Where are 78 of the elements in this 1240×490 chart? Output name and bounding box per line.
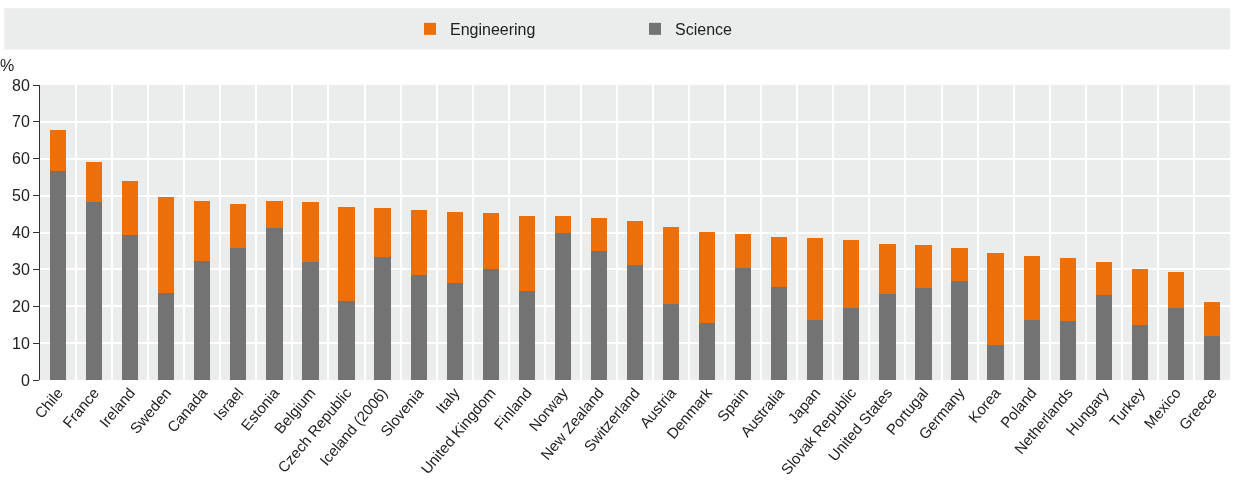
bar (951, 281, 968, 380)
bar (1131, 325, 1148, 380)
bar (518, 215, 535, 291)
bar (374, 208, 391, 258)
bar (1203, 336, 1221, 380)
bar (158, 292, 175, 380)
bar (843, 239, 860, 309)
y-tick-label: 30 (12, 260, 30, 278)
bar (49, 130, 67, 171)
bar (915, 288, 932, 380)
bar (122, 181, 139, 236)
bar (302, 201, 319, 262)
bar (590, 218, 608, 252)
bar (662, 304, 680, 380)
bar (699, 232, 716, 324)
bar (1023, 319, 1040, 380)
legend-label: Science (675, 21, 733, 39)
y-tick-label: 60 (12, 150, 30, 168)
bar (1059, 257, 1076, 322)
bar (662, 227, 680, 305)
bar (446, 212, 463, 284)
bar (879, 294, 896, 380)
bar (1095, 295, 1112, 380)
bar (518, 290, 535, 380)
y-tick-label: 80 (12, 76, 30, 94)
bar (85, 202, 103, 380)
bar (554, 232, 571, 380)
bar (410, 210, 427, 276)
bar (1095, 262, 1112, 296)
bar (915, 244, 932, 289)
y-tick-label: 70 (12, 113, 30, 131)
bar (1203, 301, 1221, 337)
bar (446, 283, 463, 380)
bar (1023, 256, 1040, 320)
bar (194, 260, 211, 380)
y-axis-title: % (0, 57, 15, 74)
bar (1167, 307, 1185, 380)
bar (843, 308, 860, 380)
bar (735, 234, 752, 269)
y-tick-label: 10 (12, 334, 30, 352)
bar (266, 227, 283, 380)
y-tick-label: 40 (12, 224, 30, 242)
bar (807, 319, 824, 380)
bar (194, 200, 211, 261)
bar (302, 261, 319, 380)
bar (987, 253, 1004, 345)
bar (807, 238, 824, 320)
bar (266, 201, 283, 228)
bar (49, 170, 67, 380)
bar (987, 344, 1004, 380)
y-tick-label: 50 (12, 187, 30, 205)
bar (158, 197, 175, 293)
y-tick-label: 20 (12, 297, 30, 315)
bar (626, 220, 644, 266)
bar (1167, 272, 1185, 308)
bar (590, 251, 608, 380)
bar (735, 268, 752, 380)
bar (122, 235, 139, 380)
bar (879, 243, 896, 295)
bar (951, 247, 968, 282)
bar (410, 275, 427, 380)
bar (482, 268, 499, 380)
bar (482, 212, 499, 269)
bar (554, 215, 571, 233)
bar (338, 300, 355, 380)
legend-label: Engineering (450, 21, 536, 39)
bar (1059, 321, 1076, 380)
bar (230, 204, 247, 248)
bar (85, 162, 103, 203)
bar (771, 287, 788, 380)
bar (230, 247, 247, 380)
bar (626, 265, 644, 380)
bar (338, 207, 355, 301)
y-tick-label: 0 (20, 371, 30, 389)
bar (1131, 269, 1148, 326)
bar (699, 323, 716, 380)
bar (771, 236, 788, 288)
bar (374, 257, 391, 380)
